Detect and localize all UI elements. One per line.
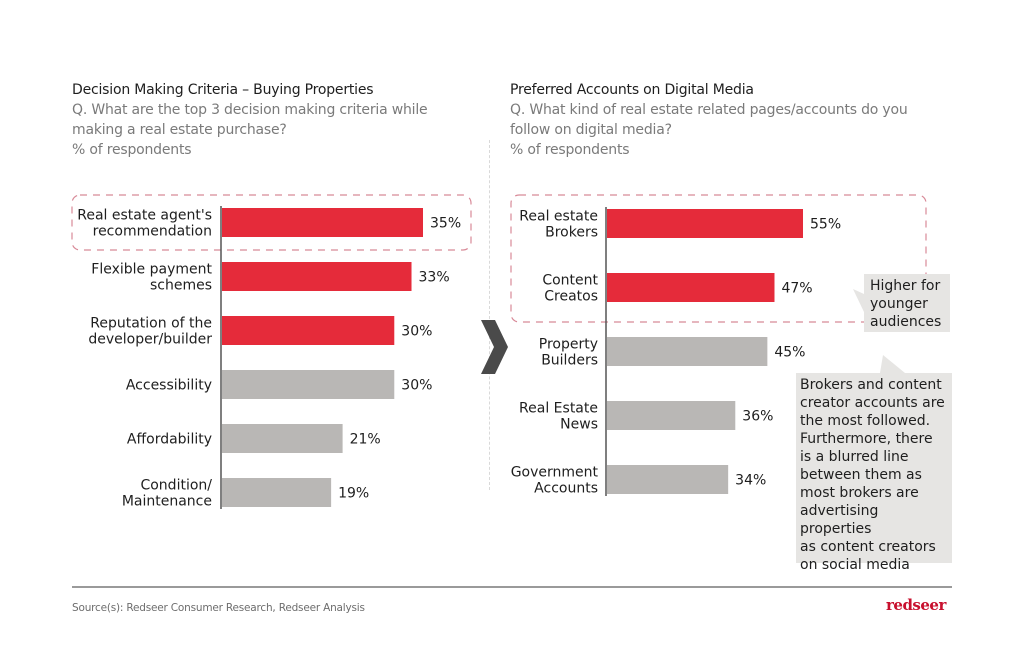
right-bar [607, 465, 729, 494]
left-category-label: Accessibility [126, 378, 212, 394]
left-value-label: 35% [430, 216, 461, 232]
left-category-label: schemes [150, 278, 212, 294]
right-category-label: Property [539, 337, 598, 353]
right-bar [607, 337, 768, 366]
right-category-label: Creatos [544, 289, 598, 305]
right-category-label: Builders [541, 353, 598, 369]
right-category-label: Real estate [519, 209, 598, 225]
callout-younger-line: Higher for [870, 278, 941, 294]
left-value-label: 30% [401, 378, 432, 394]
right-category-label: Brokers [545, 225, 598, 241]
right-value-label: 55% [810, 217, 841, 233]
right-category-label: News [560, 417, 598, 433]
callout-brokers-line: most brokers are [800, 485, 919, 501]
right-value-label: 34% [735, 473, 766, 489]
callout-brokers-line: is a blurred line [800, 449, 909, 465]
left-category-label: Flexible payment [91, 262, 212, 278]
callout-younger-audiences: Higher for younger audiences [864, 274, 950, 332]
right-category-label: Content [542, 273, 598, 289]
left-category-label: Maintenance [122, 494, 212, 510]
left-bar [222, 370, 395, 399]
left-bar [222, 262, 412, 291]
callout-brokers-line: the most followed. [800, 413, 931, 429]
left-category-label: Condition/ [140, 478, 212, 494]
right-highlight-box [510, 194, 927, 323]
brand-logo: redseer [886, 596, 946, 614]
left-value-label: 30% [401, 324, 432, 340]
right-value-label: 47% [781, 281, 812, 297]
left-value-label: 19% [338, 486, 369, 502]
right-chart-question: Q. What kind of real estate related page… [510, 102, 908, 138]
left-category-label: developer/builder [88, 332, 212, 348]
callout-brokers-pointer [880, 355, 905, 373]
right-bar [607, 401, 736, 430]
right-category-label: Government [511, 465, 599, 481]
callout-brokers-line: as content creators [800, 539, 936, 555]
right-value-label: 45% [774, 345, 805, 361]
left-value-label: 21% [350, 432, 381, 448]
callout-brokers-line: creator accounts are [800, 395, 945, 411]
left-highlight-box [71, 194, 472, 251]
right-value-label: 36% [742, 409, 773, 425]
panel-divider [489, 140, 490, 490]
right-bar [607, 273, 775, 302]
callout-brokers-line: Furthermore, there [800, 431, 933, 447]
right-category-label: Real Estate [519, 401, 598, 417]
left-bar [222, 208, 423, 237]
source-note: Source(s): Redseer Consumer Research, Re… [72, 602, 365, 614]
right-chart-header: Preferred Accounts on Digital Media Q. W… [510, 80, 920, 160]
right-chart-title: Preferred Accounts on Digital Media [510, 82, 754, 98]
left-bar [222, 478, 332, 507]
left-bar [222, 316, 395, 345]
left-category-label: Reputation of the [90, 316, 212, 332]
callout-brokers-insight: Brokers and content creator accounts are t… [796, 373, 952, 573]
left-category-label: Affordability [127, 432, 212, 448]
callout-brokers-line: between them as [800, 467, 922, 483]
right-chart-unit: % of respondents [510, 142, 630, 158]
callout-brokers-line: Brokers and content [800, 377, 942, 393]
chevron-right-icon [481, 320, 508, 374]
callout-younger-pointer [853, 289, 864, 312]
left-chart-header: Decision Making Criteria – Buying Proper… [72, 80, 482, 160]
left-chart-title: Decision Making Criteria – Buying Proper… [72, 82, 374, 98]
callout-brokers-line: advertising properties [800, 503, 879, 537]
right-category-label: Accounts [534, 481, 598, 497]
right-bar [607, 209, 803, 238]
left-category-label: recommendation [93, 224, 212, 240]
callout-younger-line: younger [870, 296, 928, 312]
callout-brokers-line: on social media [800, 557, 910, 573]
footer-divider [72, 586, 952, 588]
left-category-label: Real estate agent's [77, 208, 212, 224]
left-value-label: 33% [419, 270, 450, 286]
callout-younger-line: audiences [870, 314, 942, 330]
left-bar [222, 424, 343, 453]
left-chart-question: Q. What are the top 3 decision making cr… [72, 102, 428, 138]
left-chart-unit: % of respondents [72, 142, 192, 158]
